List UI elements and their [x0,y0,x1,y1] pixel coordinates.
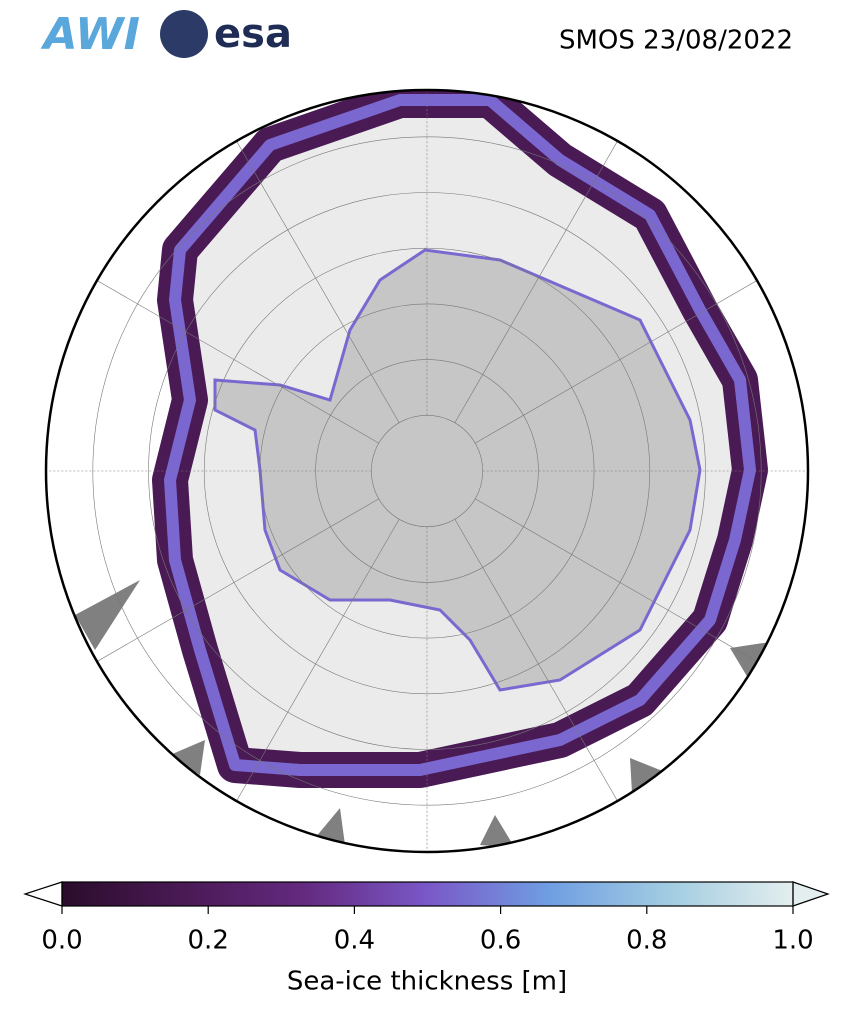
colorbar-frame [61,881,794,907]
latitude-line [148,192,706,750]
map [46,90,808,852]
latitude-line [92,136,762,806]
colorbar-tick-label: 0.4 [334,926,375,956]
colorbar-tick-label: 1.0 [772,926,813,956]
meridian [80,498,379,672]
graticule [46,90,808,852]
colorbar-tick-label: 0.8 [626,926,667,956]
colorbar-under [23,881,63,907]
sea-ice-thin [164,94,756,776]
awi-logo: AWI [40,9,140,60]
latitude-line [315,359,539,583]
meridian [80,270,379,444]
meridian [475,270,774,444]
colorbar-tick-label: 0.2 [188,926,229,956]
meridian [454,519,628,818]
colorbar-label: Sea-ice thickness [m] [287,967,567,997]
meridian [454,124,628,423]
map-title: SMOS 23/08/2022 [559,26,793,56]
latitude-line [259,303,595,639]
map-frame [44,88,810,854]
antarctica [213,248,702,692]
meridian [475,498,774,672]
meridian [226,519,400,818]
colorbar-over [792,881,830,907]
esa-logo-mark [160,10,208,58]
esa-logo: esa [214,11,292,57]
colorbar-ramp [62,882,793,906]
latitude-line [203,247,651,695]
colorbar-tick-label: 0.0 [41,926,82,956]
meridian [226,124,400,423]
colorbar-tick-label: 0.6 [480,926,521,956]
colorbar [23,881,830,914]
